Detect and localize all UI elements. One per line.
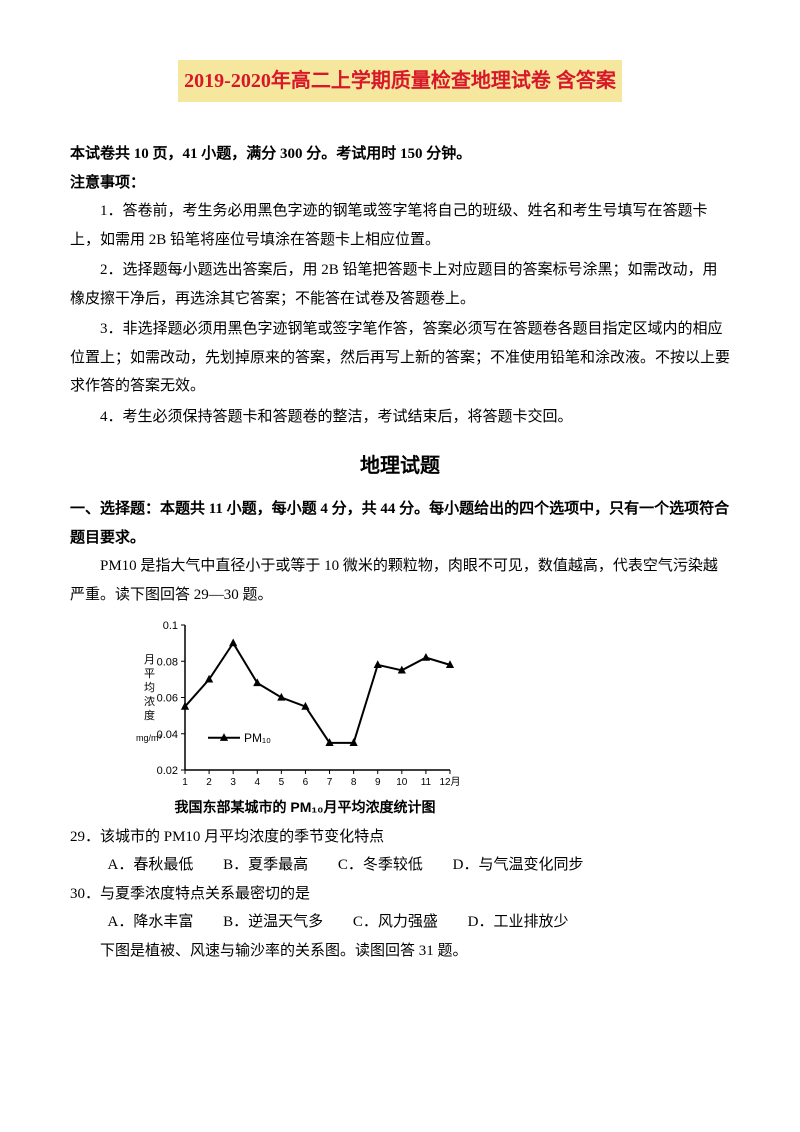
notice-1: 1．答卷前，考生务必用黑色字迹的钢笔或签字笔将自己的班级、姓名和考生号填写在答题… — [70, 197, 730, 254]
svg-text:3: 3 — [230, 777, 236, 788]
svg-text:6: 6 — [303, 777, 309, 788]
q29-opt-c: C．冬季较低 — [338, 857, 423, 873]
notice-3: 3．非选择题必须用黑色字迹钢笔或签字笔作答，答案必须写在答题卷各题目指定区域内的… — [70, 315, 730, 401]
subject-heading: 地理试题 — [70, 447, 730, 485]
svg-text:11: 11 — [421, 777, 432, 788]
svg-text:PM₁₀: PM₁₀ — [244, 731, 271, 745]
notice-2: 2．选择题每小题选出答案后，用 2B 铅笔把答题卡上对应题目的答案标号涂黑；如需… — [70, 256, 730, 313]
q29-options: A．春秋最低 B．夏季最高 C．冬季较低 D．与气温变化同步 — [70, 851, 730, 880]
notice-label: 注意事项： — [70, 169, 730, 198]
svg-text:4: 4 — [254, 777, 260, 788]
pm10-intro: PM10 是指大气中直径小于或等于 10 微米的颗粒物，肉眼不可见，数值越高，代… — [70, 552, 730, 609]
svg-text:浓: 浓 — [144, 695, 155, 708]
title-wrap: 2019-2020年高二上学期质量检查地理试卷 含答案 — [70, 60, 730, 122]
chart-caption: 我国东部某城市的 PM₁₀月平均浓度统计图 — [150, 794, 460, 821]
svg-text:0.08: 0.08 — [157, 656, 178, 668]
q29-stem: 29．该城市的 PM10 月平均浓度的季节变化特点 — [70, 823, 730, 852]
svg-text:0.02: 0.02 — [157, 765, 178, 777]
svg-text:0.1: 0.1 — [163, 620, 178, 632]
svg-text:10: 10 — [396, 777, 408, 788]
svg-text:月: 月 — [144, 654, 155, 666]
q29-opt-d: D．与气温变化同步 — [453, 857, 584, 873]
q30-options: A．降水丰富 B．逆温天气多 C．风力强盛 D．工业排放少 — [70, 908, 730, 937]
svg-text:0.06: 0.06 — [157, 693, 178, 705]
svg-text:度: 度 — [144, 708, 155, 722]
q30-opt-a: A．降水丰富 — [108, 914, 194, 930]
svg-text:8: 8 — [351, 777, 357, 788]
svg-text:5: 5 — [279, 777, 285, 788]
chart-svg: 0.020.040.060.080.1123456789101112月月平均浓度… — [130, 617, 460, 792]
q30-stem: 30．与夏季浓度特点关系最密切的是 — [70, 880, 730, 909]
q29-opt-b: B．夏季最高 — [223, 857, 308, 873]
q30-opt-d: D．工业排放少 — [468, 914, 569, 930]
svg-text:2: 2 — [206, 777, 212, 788]
doc-title: 2019-2020年高二上学期质量检查地理试卷 含答案 — [178, 60, 622, 102]
svg-text:7: 7 — [327, 777, 333, 788]
svg-text:12月: 12月 — [439, 776, 460, 788]
svg-text:1: 1 — [182, 777, 188, 788]
q29-opt-a: A．春秋最低 — [108, 857, 194, 873]
q30-opt-b: B．逆温天气多 — [223, 914, 323, 930]
svg-text:平: 平 — [144, 668, 155, 680]
svg-text:mg/m³: mg/m³ — [136, 733, 162, 743]
q30-opt-c: C．风力强盛 — [353, 914, 438, 930]
notice-4: 4．考生必须保持答题卡和答题卷的整洁，考试结束后，将答题卡交回。 — [70, 403, 730, 432]
pm10-chart: 0.020.040.060.080.1123456789101112月月平均浓度… — [130, 617, 460, 821]
section1-label: 一、选择题：本题共 11 小题，每小题 4 分，共 44 分。每小题给出的四个选… — [70, 495, 730, 552]
svg-text:均: 均 — [144, 681, 155, 694]
q31-intro: 下图是植被、风速与输沙率的关系图。读图回答 31 题。 — [70, 937, 730, 966]
exam-intro: 本试卷共 10 页，41 小题，满分 300 分。考试用时 150 分钟。 — [70, 140, 730, 169]
svg-text:9: 9 — [375, 777, 381, 788]
